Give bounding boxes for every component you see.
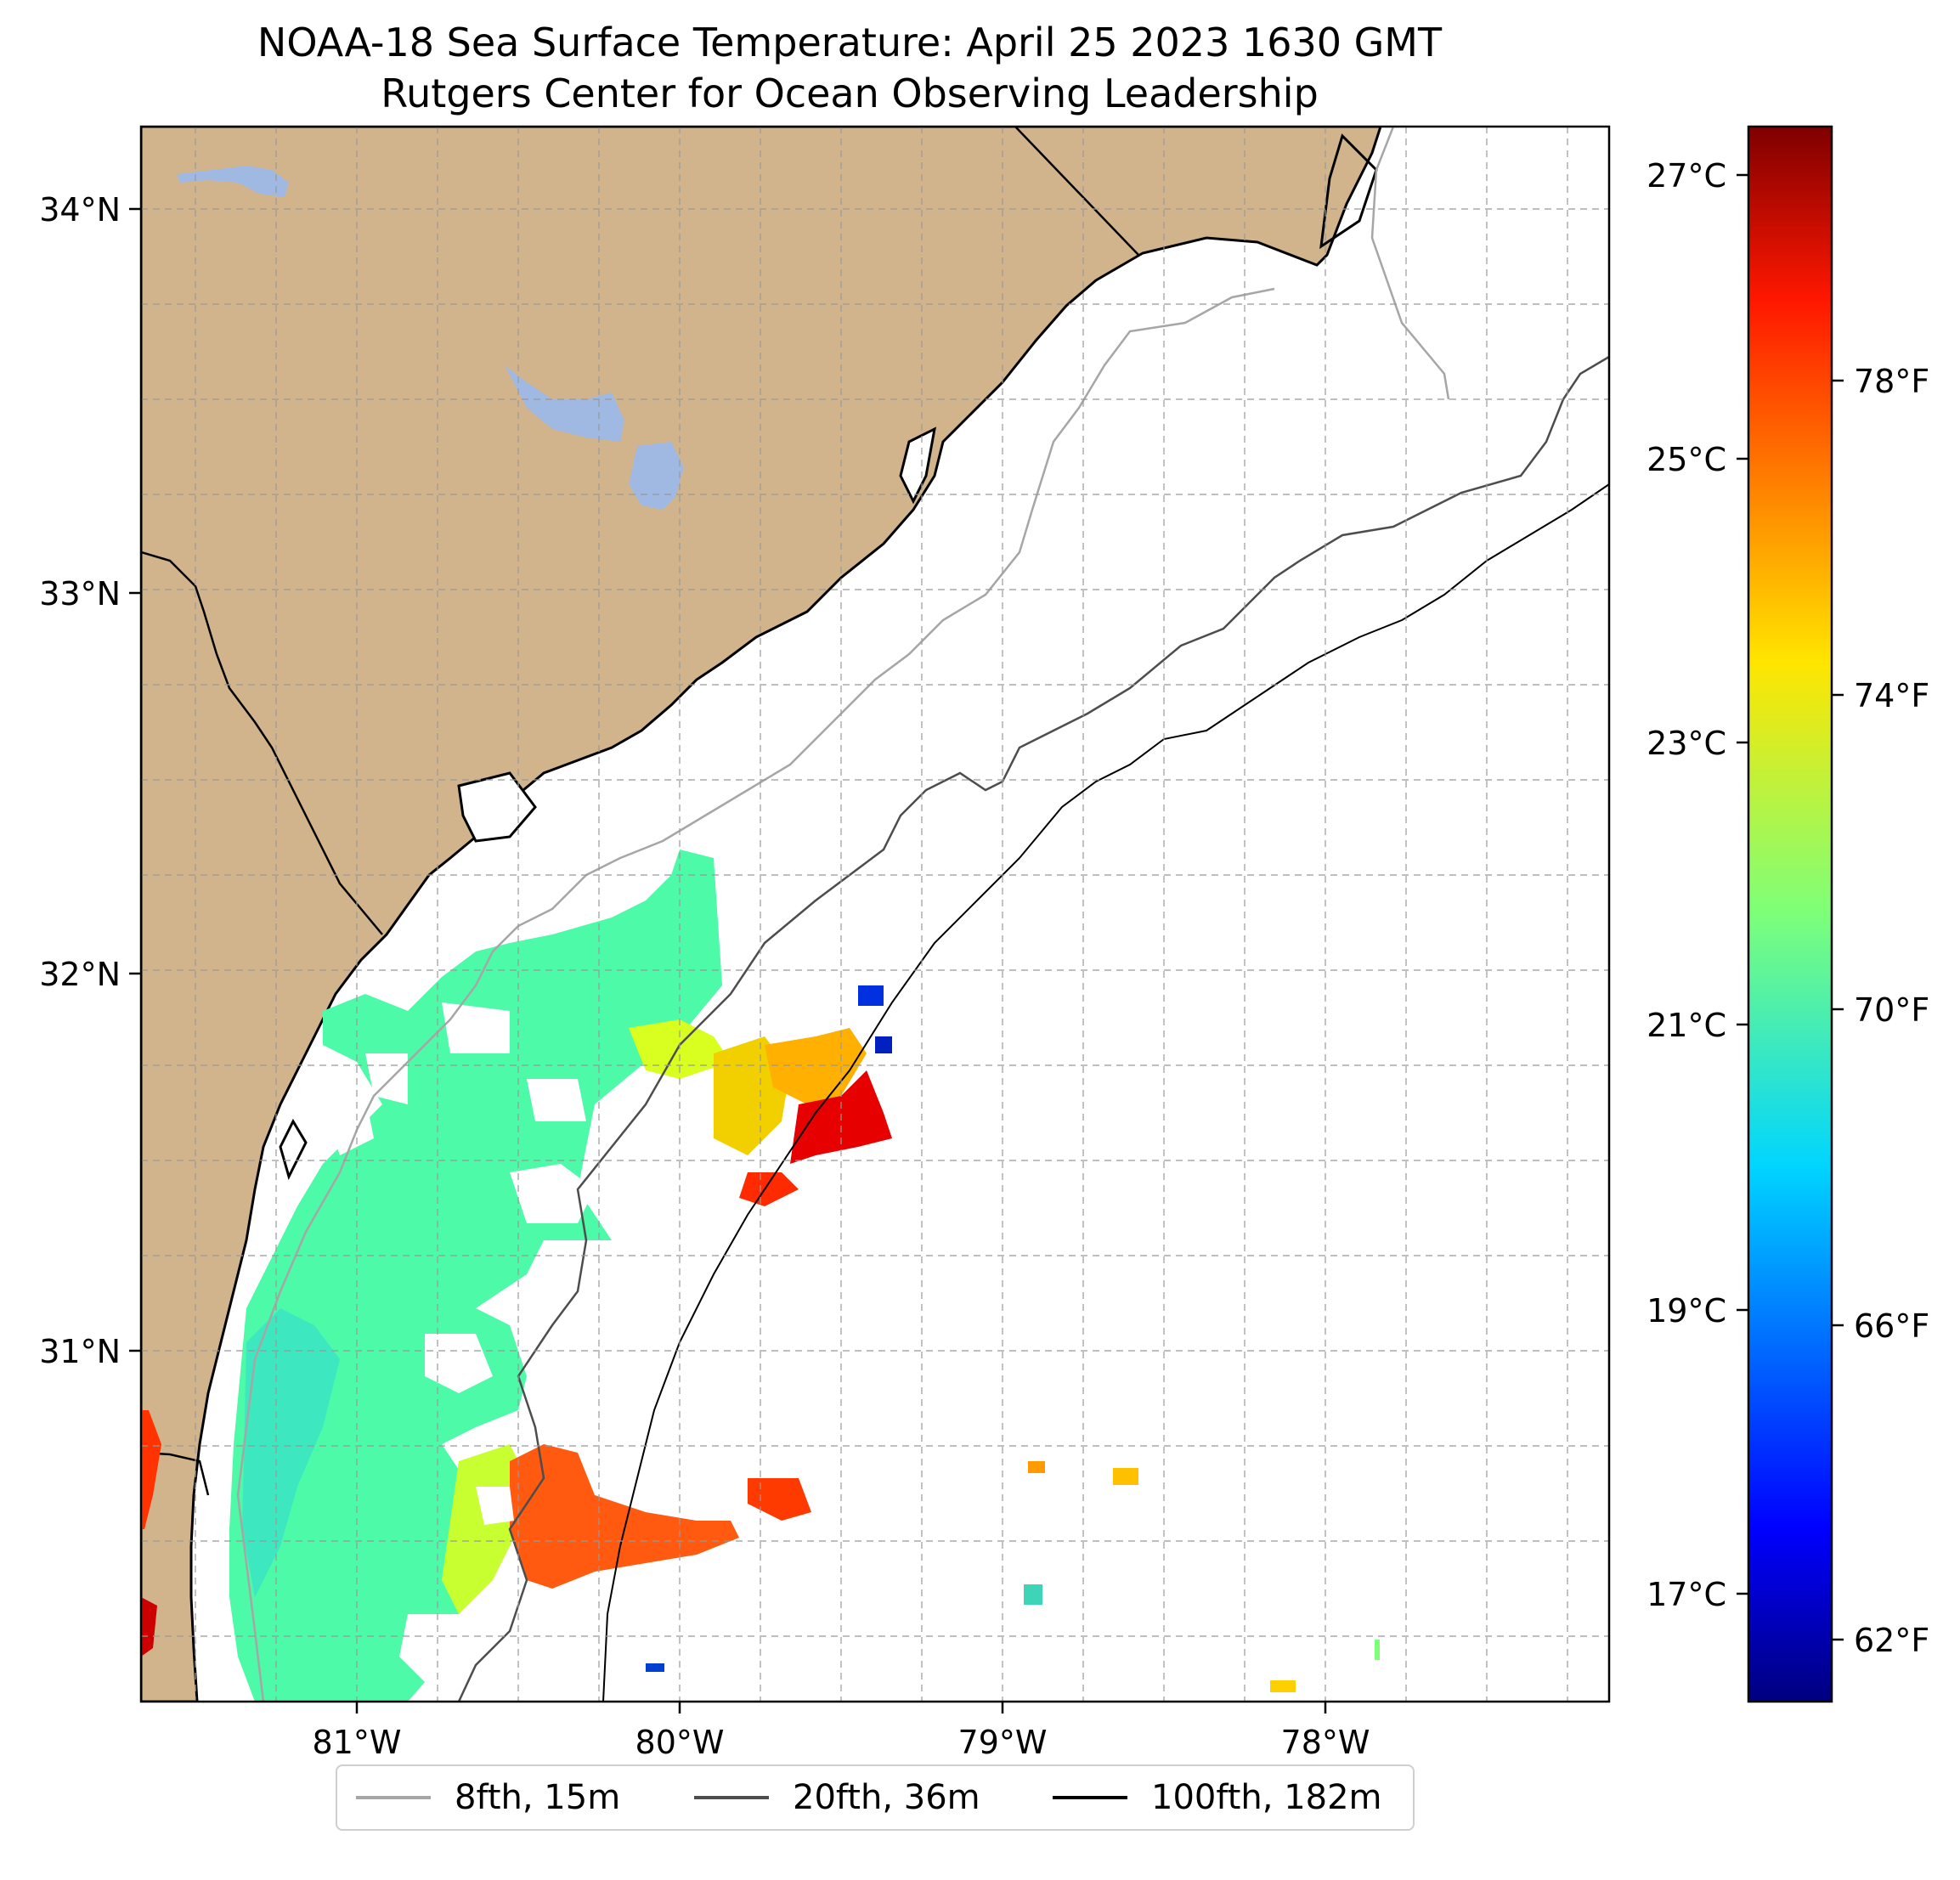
lon-tick-label: 78°W	[1281, 1724, 1370, 1761]
lat-tick-label: 34°N	[39, 191, 121, 229]
celsius-tick-label: 21°C	[1647, 1007, 1726, 1044]
map-area	[141, 127, 1609, 1702]
lat-tick-label: 33°N	[39, 575, 121, 613]
coast-inlet	[1319, 133, 1378, 250]
legend-swatch	[356, 1796, 431, 1799]
lon-tick-label: 79°W	[958, 1724, 1048, 1761]
fahrenheit-tick-label: 62°F	[1854, 1622, 1929, 1659]
celsius-tick-label: 19°C	[1647, 1292, 1726, 1330]
map-frame	[139, 125, 1611, 1703]
chart-subtitle: Rutgers Center for Ocean Observing Leade…	[381, 71, 1319, 116]
celsius-tick-label: 23°C	[1647, 725, 1726, 762]
isobath-15m	[236, 127, 1450, 1702]
legend-item-20fth: 20fth, 36m	[694, 1766, 980, 1829]
legend-item-8fth: 8fth, 15m	[356, 1766, 620, 1829]
legend-swatch	[694, 1796, 769, 1799]
lat-tick-label: 32°N	[39, 956, 121, 993]
legend-item-100fth: 100fth, 182m	[1053, 1766, 1382, 1829]
colorbar	[1747, 125, 1833, 1703]
colorbar-fahrenheit-axis: 78°F 74°F 70°F 66°F 62°F	[1832, 363, 1929, 1659]
celsius-tick-label: 25°C	[1647, 441, 1726, 478]
isobath-legend: 8fth, 15m 20fth, 36m 100fth, 182m	[336, 1764, 1415, 1831]
lat-tick-label: 31°N	[39, 1333, 121, 1370]
legend-swatch	[1053, 1796, 1127, 1799]
legend-label: 8fth, 15m	[455, 1778, 621, 1817]
coast-inlet	[279, 1118, 308, 1181]
latitude-axis: 34°N 33°N 32°N 31°N	[39, 191, 141, 1370]
graticule	[141, 127, 1609, 1702]
lake-moultrie	[629, 442, 684, 510]
celsius-tick-label: 17°C	[1647, 1576, 1726, 1613]
lake-marion	[505, 365, 624, 442]
fahrenheit-tick-label: 74°F	[1854, 677, 1929, 714]
legend-label: 100fth, 182m	[1151, 1778, 1382, 1817]
fahrenheit-tick-label: 70°F	[1854, 991, 1929, 1029]
sst-data	[141, 850, 1380, 1702]
fahrenheit-tick-label: 66°F	[1854, 1307, 1929, 1345]
coast-inlet	[899, 426, 937, 505]
legend-label: 20fth, 36m	[793, 1778, 980, 1817]
fahrenheit-tick-label: 78°F	[1854, 363, 1929, 400]
chart-title: NOAA-18 Sea Surface Temperature: April 2…	[257, 20, 1443, 65]
state-border-nc-sc	[1014, 127, 1139, 256]
colorbar-celsius-axis: 27°C 25°C 23°C 21°C 19°C 17°C	[1647, 157, 1748, 1613]
state-border-sc-ga	[141, 550, 383, 935]
lon-tick-label: 80°W	[635, 1724, 725, 1761]
lon-tick-label: 81°W	[313, 1724, 402, 1761]
coast-inlet	[457, 771, 537, 843]
celsius-tick-label: 27°C	[1647, 157, 1726, 195]
longitude-axis: 81°W 80°W 79°W 78°W	[313, 1702, 1370, 1761]
lake-upper	[177, 166, 289, 197]
isobath-182m	[602, 483, 1609, 1702]
